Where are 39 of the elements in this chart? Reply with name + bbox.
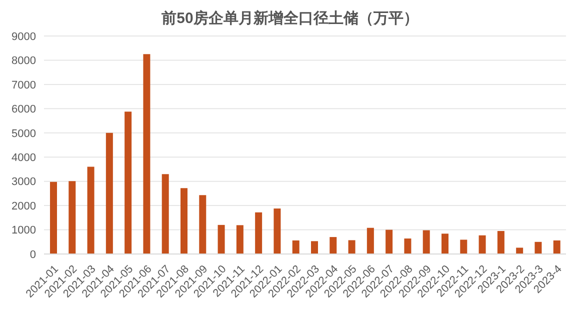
bar: [236, 225, 244, 254]
y-tick-label: 9000: [12, 30, 36, 43]
bar: [124, 112, 132, 254]
y-tick-label: 2000: [12, 200, 36, 212]
y-tick-label: 5000: [12, 128, 36, 140]
bar: [534, 242, 542, 254]
bar: [106, 132, 113, 254]
bar: [162, 174, 169, 254]
bar: [460, 240, 468, 254]
y-tick-label: 0: [30, 248, 36, 261]
bar: [311, 241, 318, 254]
bar: [218, 224, 225, 254]
bar: [497, 230, 504, 254]
bar: [516, 248, 524, 254]
bar: [330, 237, 337, 254]
y-tick-label: 6000: [12, 104, 36, 116]
bar: [50, 182, 57, 254]
y-tick-label: 1000: [12, 224, 36, 237]
bar: [255, 212, 262, 254]
bar: [180, 188, 188, 254]
y-tick-label: 7000: [12, 79, 36, 92]
bar: [553, 240, 560, 254]
y-tick-label: 4000: [12, 152, 36, 164]
bar: [442, 234, 448, 254]
bar: [87, 166, 94, 254]
bar: [143, 54, 150, 254]
chart-title: 前50房企单月新增全口径土储（万平）: [160, 9, 420, 29]
bar: [386, 230, 393, 254]
bar: [366, 228, 374, 254]
bar: [68, 181, 76, 254]
bar: [292, 240, 300, 254]
bar: [199, 195, 206, 254]
bar: [478, 235, 486, 254]
bar: [348, 240, 356, 254]
y-tick-label: 8000: [12, 55, 36, 68]
bar: [404, 238, 412, 254]
bar: [422, 230, 430, 254]
bar: [274, 208, 281, 254]
y-tick-label: 3000: [12, 176, 36, 188]
